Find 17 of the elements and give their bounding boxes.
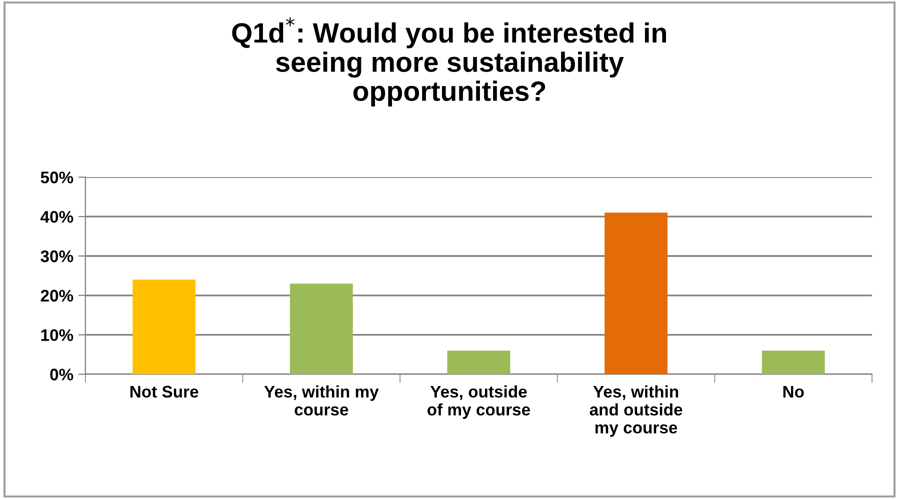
y-tick-label: 50% xyxy=(40,172,74,184)
x-tick-label: No xyxy=(783,386,804,398)
y-tick-label: 0% xyxy=(50,368,74,380)
y-tick-label: 20% xyxy=(40,290,74,302)
bar xyxy=(132,280,196,374)
y-tick-label: 30% xyxy=(40,250,74,262)
chart-title: Q1d$^{*}$: Would you be interested in seeing more sustainability opportunities? xyxy=(232,17,666,107)
y-tick-label: 10% xyxy=(41,329,74,342)
x-tick-label: Yes, within and outside my course xyxy=(590,385,682,437)
y-tick-label: 40% xyxy=(40,210,74,223)
x-tick-label: Yes, within my course xyxy=(264,385,379,416)
bar xyxy=(447,350,510,374)
bar xyxy=(290,284,353,374)
x-tick-label: Yes, outside of my course xyxy=(428,385,530,419)
x-tick-label: Not Sure xyxy=(130,386,198,398)
bar xyxy=(762,350,825,374)
bar xyxy=(604,212,668,374)
